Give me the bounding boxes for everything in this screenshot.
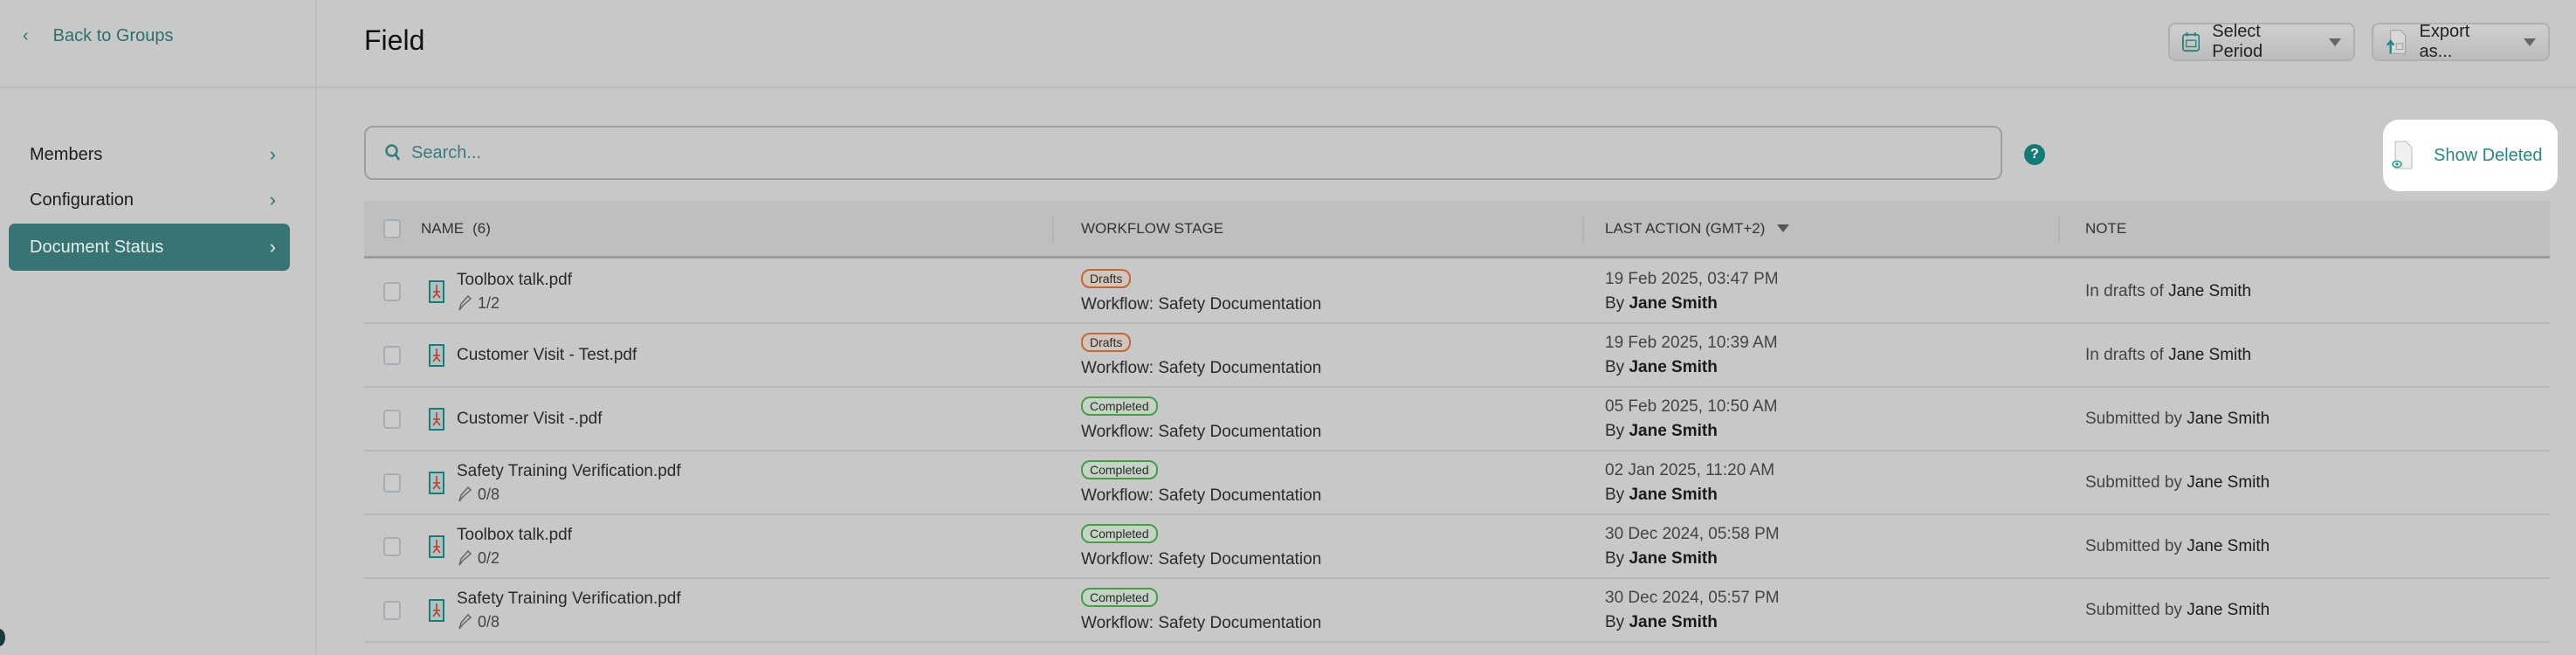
signature-pen-icon — [458, 486, 472, 502]
table-row[interactable]: Toolbox talk.pdf 1/2 Drafts Workflow: Safe… — [364, 260, 2550, 324]
workflow-name: Workflow: Safety Documentation — [1081, 486, 1322, 505]
table-row[interactable]: Toolbox talk.pdf 0/2 Completed Workflow: S… — [364, 515, 2550, 579]
signature-count: 1/2 — [478, 293, 500, 312]
sort-desc-icon — [1777, 224, 1790, 232]
search-input[interactable] — [411, 142, 1896, 163]
last-action-date: 19 Feb 2025, 03:47 PM — [1605, 269, 1779, 288]
status-badge: Completed — [1081, 396, 1158, 416]
workflow-name: Workflow: Safety Documentation — [1081, 422, 1322, 441]
file-name[interactable]: Safety Training Verification.pdf — [457, 589, 681, 608]
dropdown-caret-icon — [2524, 38, 2536, 46]
export-as-button[interactable]: Export as... — [2372, 22, 2550, 61]
last-action-date: 30 Dec 2024, 05:58 PM — [1605, 524, 1780, 543]
status-badge: Completed — [1081, 459, 1158, 479]
dropdown-caret-icon — [2329, 38, 2341, 46]
calendar-icon — [2182, 31, 2201, 52]
select-period-button[interactable]: Select Period — [2168, 22, 2355, 61]
column-name[interactable]: NAME (6) — [421, 219, 491, 237]
chevron-left-icon: ‹ — [23, 26, 29, 45]
select-all-checkbox[interactable] — [383, 201, 401, 256]
status-badge: Drafts — [1081, 332, 1132, 352]
last-action-date: 02 Jan 2025, 11:20 AM — [1605, 460, 1775, 479]
workflow-name: Workflow: Safety Documentation — [1081, 549, 1322, 569]
header-divider — [0, 86, 2576, 88]
status-badge: Completed — [1081, 523, 1158, 543]
pdf-file-icon — [429, 598, 444, 622]
table-row[interactable]: Customer Visit - Test.pdf Drafts Workflow… — [364, 324, 2550, 388]
table-row[interactable]: Customer Visit -.pdf Completed Workflow: … — [364, 388, 2550, 452]
signature-count: 0/8 — [478, 612, 500, 631]
search-field[interactable] — [364, 126, 2002, 180]
file-name[interactable]: Customer Visit -.pdf — [457, 409, 603, 428]
chevron-right-icon: › — [269, 236, 276, 258]
table-header: NAME (6) WORKFLOW STAGE LAST ACTION (GMT+… — [364, 201, 2550, 259]
floating-widget[interactable] — [0, 629, 5, 646]
note: Submitted by Jane Smith — [2085, 600, 2270, 619]
pdf-file-icon — [429, 534, 444, 558]
back-to-groups-link[interactable]: ‹ Back to Groups — [23, 26, 174, 45]
row-checkbox[interactable] — [383, 388, 401, 450]
row-checkbox[interactable] — [383, 260, 401, 322]
status-badge: Completed — [1081, 587, 1158, 607]
table-row[interactable]: Safety Training Verification.pdf 0/8 Comp… — [364, 452, 2550, 515]
search-icon — [385, 144, 401, 161]
pdf-file-icon — [429, 343, 444, 367]
note: Submitted by Jane Smith — [2085, 472, 2270, 492]
user-name: Jane Smith — [1629, 485, 1718, 504]
table-row[interactable]: Safety Training Verification.pdf 0/8 Comp… — [364, 579, 2550, 643]
deleted-document-eye-icon — [2392, 141, 2413, 169]
column-workflow-stage[interactable]: WORKFLOW STAGE — [1081, 219, 1224, 237]
pdf-file-icon — [429, 279, 444, 303]
note: Submitted by Jane Smith — [2085, 536, 2270, 555]
workflow-name: Workflow: Safety Documentation — [1081, 294, 1322, 314]
page-title: Field — [364, 24, 425, 56]
chevron-right-icon: › — [269, 189, 276, 210]
signature-count: 0/8 — [478, 485, 500, 503]
signature-pen-icon — [458, 613, 472, 630]
sidebar-item-members[interactable]: Members › — [30, 143, 276, 165]
row-checkbox[interactable] — [383, 515, 401, 577]
row-checkbox[interactable] — [383, 452, 401, 514]
signature-pen-icon — [458, 294, 472, 311]
note: Submitted by Jane Smith — [2085, 409, 2270, 428]
sidebar-item-document-status[interactable]: Document Status › — [9, 224, 290, 271]
signature-pen-icon — [458, 549, 472, 566]
column-note[interactable]: NOTE — [2085, 219, 2127, 237]
export-spreadsheet-icon — [2386, 30, 2407, 54]
user-name: Jane Smith — [1629, 612, 1718, 631]
status-badge: Drafts — [1081, 268, 1132, 288]
user-name: Jane Smith — [1629, 548, 1718, 568]
sidebar: ‹ Back to Groups Members › Configuration › … — [0, 0, 317, 655]
last-action-date: 30 Dec 2024, 05:57 PM — [1605, 588, 1780, 607]
signature-count: 0/2 — [478, 548, 500, 567]
column-last-action[interactable]: LAST ACTION (GMT+2) — [1605, 201, 1790, 256]
help-icon[interactable]: ? — [2024, 144, 2045, 165]
row-checkbox[interactable] — [383, 324, 401, 386]
show-deleted-button[interactable]: Show Deleted — [2383, 120, 2558, 191]
chevron-right-icon: › — [269, 143, 276, 165]
note: In drafts of Jane Smith — [2085, 345, 2252, 364]
pdf-file-icon — [429, 471, 444, 494]
last-action-date: 19 Feb 2025, 10:39 AM — [1605, 333, 1778, 352]
user-name: Jane Smith — [1629, 357, 1718, 376]
file-name[interactable]: Safety Training Verification.pdf — [457, 461, 681, 480]
file-name[interactable]: Toolbox talk.pdf — [457, 270, 573, 289]
note: In drafts of Jane Smith — [2085, 281, 2252, 300]
file-name[interactable]: Customer Visit - Test.pdf — [457, 345, 637, 364]
user-name: Jane Smith — [1629, 421, 1718, 440]
workflow-name: Workflow: Safety Documentation — [1081, 613, 1322, 632]
row-checkbox[interactable] — [383, 579, 401, 641]
pdf-file-icon — [429, 407, 444, 431]
sidebar-item-configuration[interactable]: Configuration › — [30, 189, 276, 210]
last-action-date: 05 Feb 2025, 10:50 AM — [1605, 396, 1778, 416]
user-name: Jane Smith — [1629, 293, 1718, 313]
workflow-name: Workflow: Safety Documentation — [1081, 358, 1322, 377]
file-name[interactable]: Toolbox talk.pdf — [457, 525, 573, 544]
